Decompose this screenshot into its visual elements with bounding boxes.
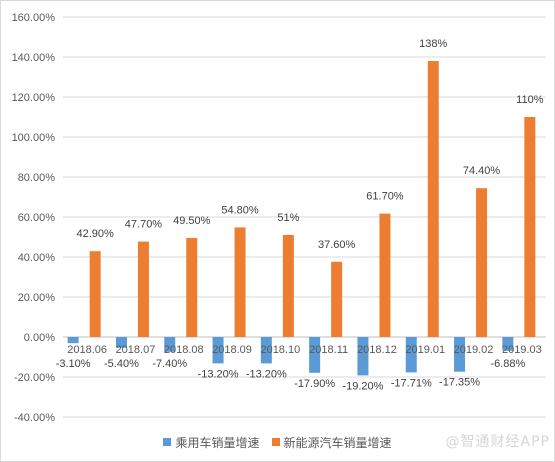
y-tick-label: 80.00%	[18, 172, 56, 184]
bar-new-energy	[379, 213, 391, 337]
data-label-passenger-car: -13.20%	[198, 368, 239, 380]
bar-passenger-car	[309, 337, 321, 373]
data-label-passenger-car: -17.90%	[294, 378, 335, 390]
bar-passenger-car	[212, 337, 224, 364]
data-label-new-energy: 110%	[516, 94, 544, 106]
bar-new-energy	[524, 117, 536, 337]
data-label-new-energy: 51%	[277, 212, 299, 224]
data-label-new-energy: 138%	[419, 38, 447, 50]
data-label-passenger-car: -17.71%	[391, 377, 432, 389]
y-tick-label: 140.00%	[12, 52, 56, 64]
data-label-new-energy: 37.60%	[318, 239, 356, 251]
bar-passenger-car	[405, 337, 417, 373]
legend-item-passenger-car: 乘用车销量增速	[163, 434, 260, 451]
y-tick-label: 100.00%	[12, 132, 56, 144]
bar-passenger-car	[164, 337, 176, 352]
x-category-label: 2019.01	[405, 344, 445, 356]
bar-passenger-car	[260, 337, 272, 364]
x-category-label: 2018.07	[116, 344, 156, 356]
y-tick-label: 160.00%	[12, 12, 56, 24]
data-label-new-energy: 49.50%	[173, 215, 211, 227]
y-tick-label: 0.00%	[24, 332, 55, 344]
data-label-passenger-car: -13.20%	[246, 368, 287, 380]
data-label-passenger-car: -7.40%	[152, 358, 187, 370]
x-category-label: 2019.03	[502, 344, 542, 356]
bar-passenger-car	[454, 337, 466, 372]
data-label-new-energy: 74.40%	[463, 165, 501, 177]
x-category-label: 2018.06	[67, 344, 107, 356]
x-category-label: 2018.12	[357, 344, 397, 356]
y-tick-label: 60.00%	[18, 212, 56, 224]
bar-new-energy	[89, 251, 101, 337]
bar-new-energy	[282, 235, 294, 337]
watermark: @智通财经APP	[445, 434, 550, 450]
x-category-label: 2018.08	[164, 344, 204, 356]
legend-item-new-energy: 新能源汽车销量增速	[271, 434, 392, 451]
data-label-passenger-car: -6.88%	[490, 358, 525, 370]
data-label-new-energy: 54.80%	[221, 204, 259, 216]
bar-new-energy	[186, 238, 198, 337]
bar-passenger-car	[115, 337, 127, 348]
y-tick-label: 120.00%	[12, 92, 56, 104]
legend-swatch-new-energy	[271, 438, 280, 446]
bar-passenger-car	[67, 337, 79, 344]
y-tick-label: 20.00%	[18, 292, 56, 304]
x-category-label: 2019.02	[454, 344, 494, 356]
bar-new-energy	[331, 261, 343, 337]
data-label-new-energy: 61.70%	[366, 191, 404, 203]
data-label-passenger-car: -19.20%	[342, 380, 383, 392]
data-label-passenger-car: -17.35%	[439, 377, 480, 389]
data-label-passenger-car: -5.40%	[104, 358, 139, 370]
bar-new-energy	[476, 188, 488, 337]
bar-new-energy	[427, 61, 439, 337]
data-label-new-energy: 42.90%	[76, 228, 114, 240]
x-category-label: 2018.09	[212, 344, 252, 356]
y-tick-label: -40.00%	[14, 412, 55, 424]
bar-new-energy	[234, 227, 246, 337]
bar-new-energy	[137, 241, 149, 337]
legend: 乘用车销量增速 新能源汽车销量增速	[1, 433, 554, 451]
bar-passenger-car	[502, 337, 514, 351]
legend-label-new-energy: 新能源汽车销量增速	[283, 435, 392, 450]
data-label-passenger-car: -3.10%	[56, 358, 91, 370]
legend-label-passenger-car: 乘用车销量增速	[175, 435, 260, 450]
legend-swatch-passenger-car	[163, 438, 172, 446]
y-tick-label: -20.00%	[14, 372, 55, 384]
data-label-new-energy: 47.70%	[125, 219, 163, 231]
bar-passenger-car	[357, 337, 369, 376]
y-tick-label: 40.00%	[18, 252, 56, 264]
x-category-label: 2018.10	[260, 344, 300, 356]
x-category-label: 2018.11	[309, 344, 348, 356]
